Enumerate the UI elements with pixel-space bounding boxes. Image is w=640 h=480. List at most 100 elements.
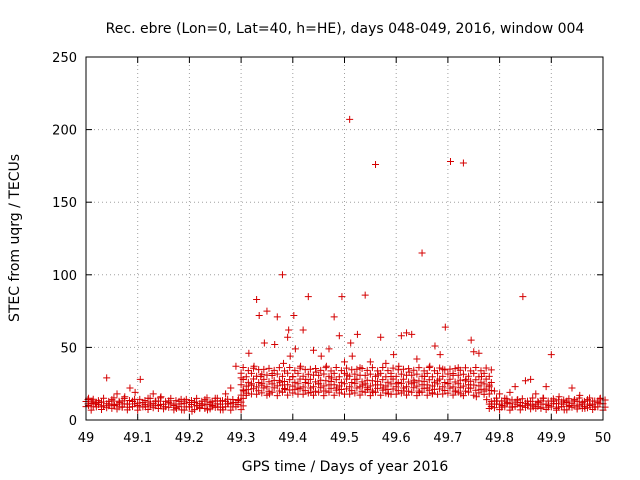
data-point (315, 388, 323, 396)
data-point (413, 370, 421, 378)
data-point (441, 323, 449, 331)
y-tick-label: 250 (52, 51, 77, 66)
data-point (209, 401, 217, 409)
data-point (565, 402, 573, 410)
data-point (291, 345, 299, 353)
data-point (125, 397, 133, 405)
data-point (306, 365, 314, 373)
data-point (330, 313, 338, 321)
data-point (304, 370, 312, 378)
data-point (353, 384, 361, 392)
data-point (286, 363, 294, 371)
data-point (485, 372, 493, 380)
data-point (214, 403, 222, 411)
data-point (467, 336, 475, 344)
y-axis-label: STEC from uqrg / TECUs (7, 154, 23, 322)
data-point (322, 364, 330, 372)
data-point (227, 384, 235, 392)
data-point (103, 374, 111, 382)
data-point (271, 340, 279, 348)
data-point (289, 372, 297, 380)
x-tick-label: 49.3 (227, 431, 256, 446)
data-point (224, 400, 232, 408)
data-point (242, 373, 250, 381)
data-point (501, 394, 509, 402)
data-point (389, 364, 397, 372)
data-point (222, 390, 230, 398)
data-point (180, 397, 188, 405)
data-point (511, 383, 519, 391)
data-point (392, 390, 400, 398)
data-point (527, 375, 535, 383)
data-point (477, 378, 485, 386)
data-point (253, 295, 261, 303)
x-tick-label: 49.2 (175, 431, 204, 446)
data-point (299, 390, 307, 398)
data-point (299, 383, 307, 391)
data-point (506, 388, 514, 396)
data-point (284, 333, 292, 341)
data-point (446, 375, 454, 383)
data-point (545, 401, 553, 409)
data-point (312, 364, 320, 372)
data-point (268, 370, 276, 378)
data-point (291, 378, 299, 386)
data-point (275, 387, 283, 395)
data-point (353, 330, 361, 338)
data-point (454, 364, 462, 372)
data-point (444, 380, 452, 388)
data-point (232, 362, 240, 370)
data-point (426, 362, 434, 370)
data-point (302, 375, 310, 383)
data-point (430, 378, 438, 386)
data-point (537, 404, 545, 412)
data-point (325, 388, 333, 396)
data-point (118, 403, 126, 411)
data-point (377, 333, 385, 341)
data-point (413, 355, 421, 363)
data-point (459, 382, 467, 390)
data-point (152, 397, 160, 405)
data-point (185, 403, 193, 411)
data-point (369, 388, 377, 396)
grid-layer (86, 57, 603, 420)
data-point (461, 387, 469, 395)
data-point (322, 362, 330, 370)
data-point (555, 393, 563, 401)
data-points (82, 115, 609, 415)
data-point (428, 390, 436, 398)
data-point (309, 346, 317, 354)
data-point (472, 376, 480, 384)
data-point (540, 394, 548, 402)
data-point (299, 326, 307, 334)
y-tick-label: 150 (52, 196, 77, 211)
data-point (332, 363, 340, 371)
data-point (547, 351, 555, 359)
data-point (356, 364, 364, 372)
data-point (529, 401, 537, 409)
data-point (403, 391, 411, 399)
data-point (415, 387, 423, 395)
data-point (268, 380, 276, 388)
data-point (255, 311, 263, 319)
data-point (439, 383, 447, 391)
data-point (144, 394, 152, 402)
data-point (395, 362, 403, 370)
data-point (346, 383, 354, 391)
data-point (317, 366, 325, 374)
data-point (475, 349, 483, 357)
data-point (281, 386, 289, 394)
data-point (568, 384, 576, 392)
data-point (358, 387, 366, 395)
data-point (328, 374, 336, 382)
data-point (418, 249, 426, 257)
data-point (415, 388, 423, 396)
data-point (250, 362, 258, 370)
data-point (239, 402, 247, 410)
x-tick-label: 49.9 (537, 431, 566, 446)
data-point (239, 364, 247, 372)
data-point (278, 271, 286, 279)
data-point (372, 160, 380, 168)
data-point (242, 391, 250, 399)
data-point (129, 397, 137, 405)
